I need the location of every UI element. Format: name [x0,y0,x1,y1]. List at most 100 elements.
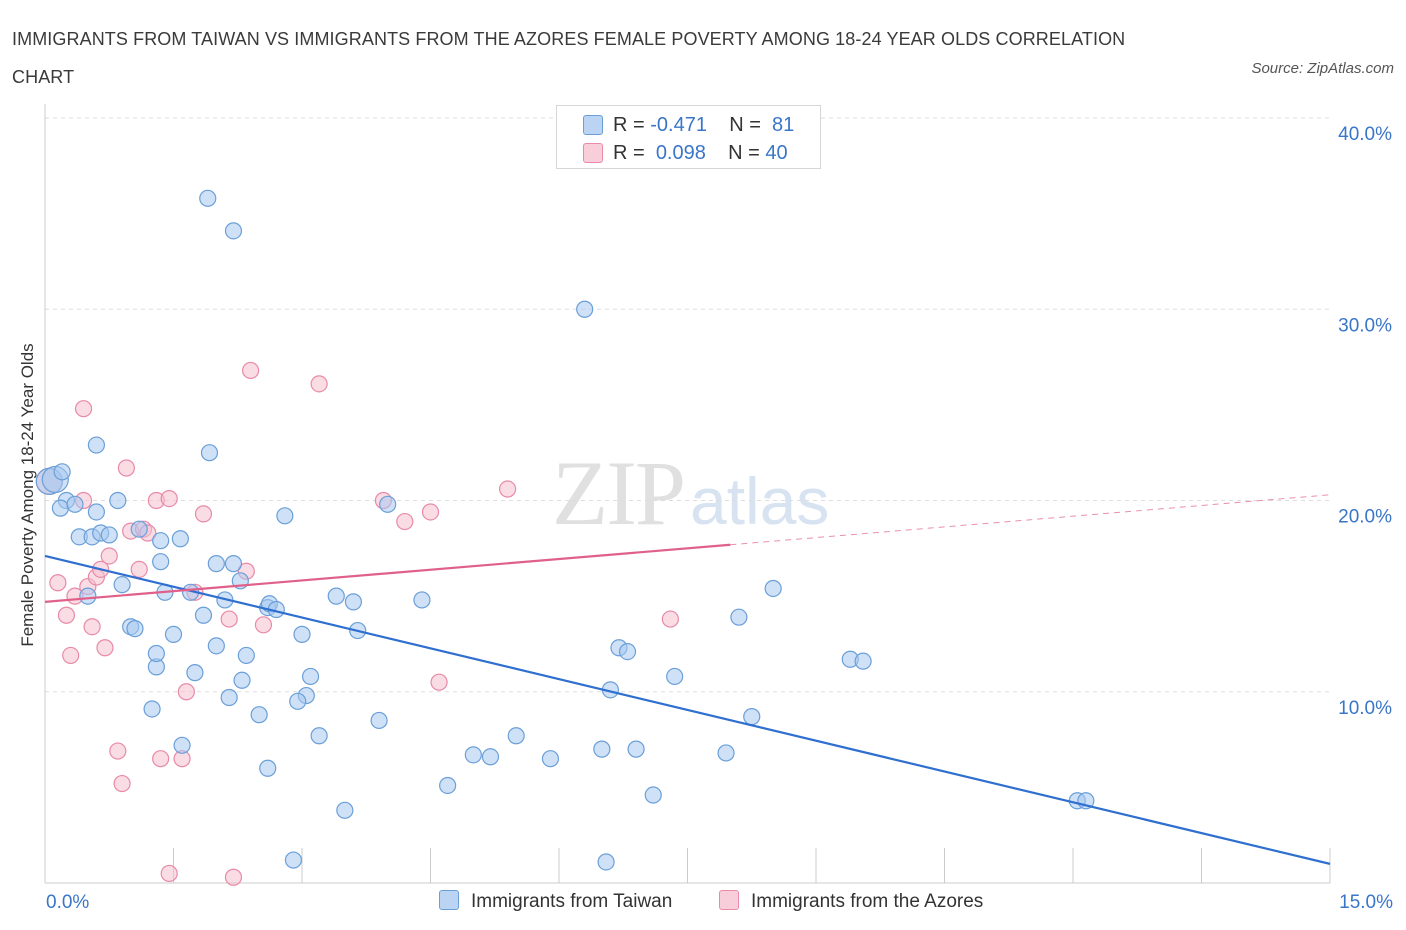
legend-azores-label: Immigrants from the Azores [751,891,984,912]
azores-point [96,639,114,657]
correlation-legend: R = -0.471 N = 81 R = 0.098 N = 40 [556,105,821,169]
r-value-taiwan: -0.471 [650,114,707,136]
r-label: R = [613,114,645,136]
taiwan-point [199,189,217,207]
taiwan-point [224,555,243,573]
n-value-azores: 40 [765,142,788,164]
taiwan-point [743,708,761,726]
taiwan-point [207,555,225,573]
azores-point [224,868,243,886]
taiwan-point [207,637,225,655]
azores-legend-swatch [719,890,739,910]
taiwan-point [576,300,594,318]
y-tick-label: 20.0% [1338,507,1392,528]
azores-point [117,459,135,477]
azores-trend-extension [730,494,1331,546]
y-tick-label: 10.0% [1338,698,1392,719]
legend-item-azores[interactable]: Immigrants from the Azores [719,888,983,916]
taiwan-point [730,608,748,626]
n-label: N = [729,114,761,136]
azores-point [160,864,178,883]
azores-point [661,610,679,628]
r-label: R = [613,142,645,164]
taiwan-point [764,579,782,598]
legend-row-taiwan-text: R = -0.471 N = 81 [613,113,794,137]
taiwan-point [597,853,615,871]
taiwan-point [310,727,328,745]
taiwan-point [413,591,431,609]
taiwan-point [327,587,345,605]
taiwan-point [627,740,645,758]
azores-point [62,646,80,665]
azores-swatch [583,143,603,163]
azores-point [430,673,448,691]
taiwan-point [66,495,84,513]
taiwan-point [79,587,97,605]
taiwan-point [233,671,251,689]
legend-taiwan-label: Immigrants from Taiwan [471,891,673,912]
taiwan-point [113,576,131,594]
y-axis-label: Female Poverty Among 18-24 Year Olds [18,343,37,647]
taiwan-point [130,520,148,538]
taiwan-point [293,625,311,643]
legend-item-taiwan[interactable]: Immigrants from Taiwan [439,888,672,916]
taiwan-legend-swatch [439,890,459,910]
taiwan-point [289,692,307,710]
taiwan-point [250,706,268,724]
azores-point [74,400,93,418]
taiwan-point [186,664,204,682]
taiwan-point [507,727,525,745]
n-value-taiwan: 81 [772,114,795,136]
azores-trend-line [44,543,731,603]
azores-point [130,560,148,578]
taiwan-point [147,644,165,663]
azores-point [254,616,273,634]
taiwan-point [301,667,320,686]
azores-point [220,610,238,628]
y-tick-label: 40.0% [1338,124,1392,145]
azores-point [310,375,328,393]
taiwan-point [200,444,219,462]
taiwan-point [171,530,189,548]
taiwan-point [379,495,397,513]
azores-point [242,361,260,380]
taiwan-point [717,744,735,762]
taiwan-point [152,532,170,550]
chart-title: IMMIGRANTS FROM TAIWAN VS IMMIGRANTS FRO… [12,29,1126,87]
azores-point [100,547,118,565]
x-tick-label: 15.0% [1339,892,1393,913]
azores-point [83,618,101,636]
y-tick-label: 30.0% [1338,315,1392,336]
taiwan-point [344,593,362,611]
azores-point [109,742,127,760]
taiwan-point [53,463,71,481]
taiwan-point [51,499,70,517]
taiwan-point [276,507,294,525]
azores-point [194,505,213,523]
watermark: ZIPatlas [552,440,829,546]
taiwan-point [152,553,170,571]
taiwan-point [618,642,637,661]
taiwan-point [854,652,872,670]
taiwan-point [666,667,684,686]
taiwan-point [593,740,611,758]
taiwan-point [336,801,354,819]
taiwan-point [173,736,191,754]
taiwan-point [109,491,127,510]
taiwan-point [224,222,243,240]
taiwan-point [284,851,303,869]
azores-point [160,489,178,508]
azores-point [421,503,440,521]
azores-point [113,774,131,793]
azores-point [177,683,195,701]
azores-point [396,512,414,531]
taiwan-point [481,748,500,766]
taiwan-point [370,711,388,730]
azores-point [57,606,76,624]
taiwan-point [439,776,457,795]
taiwan-point [220,688,238,707]
legend-row-azores-text: R = 0.098 N = 40 [613,141,788,165]
taiwan-swatch [583,115,603,135]
taiwan-point [259,759,277,777]
